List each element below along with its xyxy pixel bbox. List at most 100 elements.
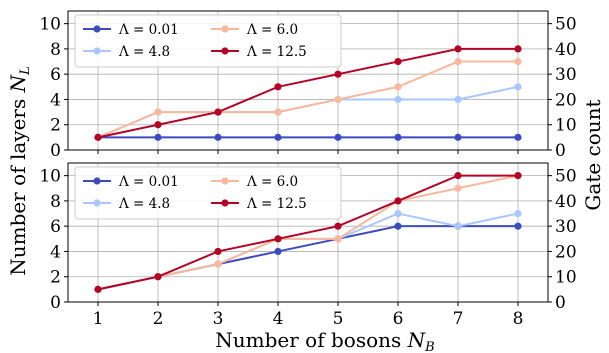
data-point: [394, 133, 402, 141]
data-point: [154, 273, 162, 281]
legend-marker: [221, 177, 229, 185]
y-tick-label: 4: [50, 90, 61, 110]
y-tick-label: 10: [39, 15, 61, 35]
data-point: [514, 45, 522, 53]
series-line: [97, 225, 518, 291]
series-line: [97, 60, 518, 139]
y2-axis-label: Gate count: [581, 99, 605, 210]
data-point: [214, 247, 222, 256]
top-series-0: [94, 133, 522, 141]
y2-tick-label: 0: [555, 141, 566, 161]
data-point: [94, 285, 102, 293]
legend-entry: Λ = 0.01: [83, 22, 179, 38]
data-point: [154, 121, 162, 129]
x-tick-label: 6: [393, 309, 404, 329]
data-point: [514, 209, 522, 218]
series-line: [97, 174, 519, 291]
legend-box: [74, 14, 342, 68]
data-point: [454, 172, 462, 180]
legend-label: Λ = 4.8: [118, 196, 170, 212]
data-point: [274, 83, 282, 91]
data-point: [514, 83, 522, 91]
y-tick-label: 6: [50, 65, 61, 85]
top-frame: [67, 10, 549, 151]
legend-marker: [93, 199, 101, 207]
data-point: [454, 184, 462, 192]
data-point: [214, 260, 222, 268]
x-tick-label: 3: [213, 309, 224, 329]
x-tick-label: 8: [513, 309, 524, 329]
y-tick-label: 10: [39, 167, 61, 187]
data-point: [334, 133, 342, 141]
data-point: [454, 133, 462, 141]
legend-entry: Λ = 4.8: [83, 196, 170, 212]
y2-tick-label: 40: [555, 192, 577, 212]
y2-tick-label: 30: [555, 217, 577, 237]
top-panel: 0 2 4 6 8 10 0 10 20 30 40 50 Λ = 0.01 Λ = 4.8 Λ = 6.0…: [39, 10, 577, 161]
data-point: [454, 222, 462, 230]
legend-entry: Λ = 6.0: [211, 174, 298, 190]
legend-entry: Λ = 0.01: [83, 174, 179, 190]
legend-entry: Λ = 12.5: [211, 196, 307, 212]
y2-tick-label: 40: [555, 40, 577, 60]
y-tick-label: 2: [50, 116, 61, 136]
bottom-legend: Λ = 0.01 Λ = 4.8 Λ = 6.0 Λ = 12.5: [74, 166, 342, 220]
x-tick-label: 5: [333, 309, 344, 329]
series-line: [97, 47, 518, 139]
y2-tick-label: 20: [555, 90, 577, 110]
legend-box: [74, 166, 342, 220]
y-tick-label: 0: [50, 293, 61, 313]
legend-marker: [221, 199, 229, 207]
y-tick-label: 0: [50, 141, 61, 161]
data-point: [394, 83, 402, 91]
y2-tick-label: 50: [555, 15, 577, 35]
y2-tick-label: 10: [555, 116, 577, 136]
data-point: [214, 108, 222, 116]
data-point: [334, 235, 342, 243]
legend-label: Λ = 6.0: [246, 174, 298, 190]
y-tick-label: 4: [50, 242, 61, 262]
data-point: [514, 222, 522, 230]
data-point: [334, 70, 342, 78]
data-point: [454, 57, 462, 66]
legend-label: Λ = 12.5: [246, 44, 307, 60]
data-point: [394, 57, 402, 66]
y2-tick-label: 30: [555, 65, 577, 85]
y2-tick-label: 50: [555, 167, 577, 187]
x-tick-label: 1: [93, 309, 104, 329]
legend-label: Λ = 0.01: [118, 22, 179, 38]
y2-tick-label: 0: [555, 293, 566, 313]
legend-label: Λ = 4.8: [118, 44, 170, 60]
x-tick-label: 7: [453, 309, 464, 329]
data-point: [274, 133, 282, 141]
top-series-3: [94, 45, 522, 141]
y-tick-label: 6: [50, 217, 61, 237]
legend-marker: [93, 47, 101, 55]
data-point: [154, 108, 162, 116]
top-legend: Λ = 0.01 Λ = 4.8 Λ = 6.0 Λ = 12.5: [74, 14, 342, 68]
x-tick-label: 4: [273, 309, 284, 329]
bottom-frame: [67, 162, 549, 303]
x-axis-ticks: 1 2 3 4 5 6 7 8: [93, 309, 524, 329]
data-point: [394, 209, 402, 218]
data-point: [514, 133, 522, 141]
data-point: [334, 222, 342, 230]
legend-entry: Λ = 4.8: [83, 44, 170, 60]
legend-entry: Λ = 6.0: [211, 22, 298, 38]
data-point: [394, 95, 402, 104]
y-tick-label: 8: [50, 40, 61, 60]
data-point: [274, 108, 282, 116]
legend-marker: [93, 25, 101, 33]
data-point: [214, 133, 222, 141]
bottom-panel: 0 2 4 6 8 10 0 10 20 30 40 50 Λ = 0.01 Λ = 4.8 Λ = 6.0…: [39, 162, 577, 313]
legend-label: Λ = 6.0: [246, 22, 298, 38]
data-point: [514, 57, 522, 66]
data-point: [154, 133, 162, 141]
data-point: [454, 45, 462, 53]
legend-marker: [221, 25, 229, 33]
bottom-series-3: [94, 172, 522, 293]
data-point: [514, 172, 522, 180]
y-axis-label: Number of layers NL: [6, 66, 33, 275]
legend-entry: Λ = 12.5: [211, 44, 307, 60]
